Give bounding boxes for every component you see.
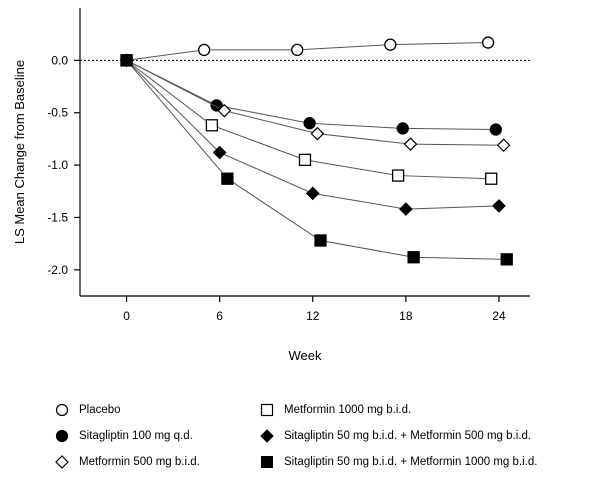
data-point bbox=[217, 103, 232, 118]
y-tick-label: -1.0 bbox=[47, 158, 68, 172]
data-point bbox=[396, 122, 409, 135]
legend-item: Sitagliptin 100 mg q.d. bbox=[55, 429, 193, 443]
y-tick-label: -2.0 bbox=[47, 263, 68, 277]
data-point bbox=[314, 234, 327, 247]
data-point bbox=[120, 54, 133, 67]
legend-item: Metformin 1000 mg b.i.d. bbox=[260, 403, 411, 417]
data-point bbox=[305, 186, 320, 201]
data-point bbox=[310, 126, 325, 141]
legend-marker-icon bbox=[261, 456, 273, 468]
legend-item: Placebo bbox=[55, 403, 121, 417]
data-point bbox=[492, 199, 506, 213]
legend-marker-icon bbox=[55, 403, 69, 417]
x-axis-label: Week bbox=[289, 348, 322, 363]
data-point bbox=[221, 172, 234, 185]
data-point bbox=[407, 251, 420, 264]
data-point bbox=[496, 138, 511, 153]
legend-item: Sitagliptin 50 mg b.i.d. + Metformin 500… bbox=[260, 429, 531, 443]
legend-marker-icon bbox=[55, 429, 69, 443]
x-tick-label: 24 bbox=[492, 309, 506, 323]
legend-marker-icon bbox=[55, 455, 69, 469]
legend-item: Sitagliptin 50 mg b.i.d. + Metformin 100… bbox=[260, 455, 537, 469]
data-point bbox=[481, 36, 495, 49]
data-point bbox=[298, 153, 312, 167]
x-tick-label: 6 bbox=[216, 309, 223, 323]
legend-marker-icon bbox=[260, 403, 274, 417]
data-point bbox=[212, 145, 227, 160]
legend-label: Sitagliptin 100 mg q.d. bbox=[79, 430, 193, 442]
data-point bbox=[485, 172, 498, 185]
chart: 0.0 -0.5 -1.0 -1.5 -2.0 0 6 12 18 24 Week LS Mean C… bbox=[12, 8, 530, 363]
legend-label: Sitagliptin 50 mg b.i.d. + Metformin 500… bbox=[284, 430, 532, 442]
data-point bbox=[489, 123, 503, 136]
y-axis-label: LS Mean Change from Baseline bbox=[12, 60, 27, 244]
data-point bbox=[303, 117, 316, 130]
legend-label: Sitagliptin 50 mg b.i.d. + Metformin 100… bbox=[284, 456, 538, 468]
data-point bbox=[403, 137, 418, 151]
x-tick-label: 18 bbox=[399, 309, 413, 323]
data-point bbox=[197, 43, 211, 57]
data-point bbox=[391, 169, 405, 182]
data-point bbox=[205, 119, 219, 132]
y-tick-label: -0.5 bbox=[47, 106, 68, 120]
x-tick-label: 12 bbox=[306, 309, 320, 323]
legend-marker-icon bbox=[260, 429, 274, 443]
series-line bbox=[126, 42, 489, 61]
legend-item: Metformin 500 mg b.i.d. bbox=[55, 455, 200, 469]
y-tick-label: 0.0 bbox=[51, 53, 68, 67]
data-point bbox=[291, 43, 304, 57]
data-point bbox=[384, 38, 397, 51]
x-tick-label: 0 bbox=[123, 309, 130, 323]
legend: Placebo Sitagliptin 100 mg q.d. Metformi… bbox=[0, 395, 598, 485]
data-point bbox=[399, 202, 413, 216]
legend-label: Metformin 1000 mg b.i.d. bbox=[284, 404, 412, 416]
data-point bbox=[500, 253, 513, 266]
legend-label: Metformin 500 mg b.i.d. bbox=[79, 456, 200, 468]
legend-label: Placebo bbox=[79, 404, 121, 416]
y-tick-label: -1.5 bbox=[47, 210, 68, 224]
